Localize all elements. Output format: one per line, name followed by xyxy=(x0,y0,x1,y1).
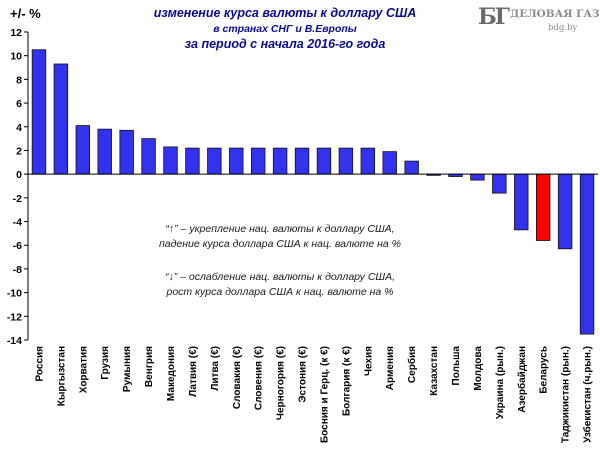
y-axis-ticks: -14 -12 -10 -8 -6 -4 -2 0 2 4 6 8 10 12 xyxy=(7,27,28,347)
y-tick-label: -10 xyxy=(7,288,22,300)
bar-3 xyxy=(75,125,91,175)
x-category-label: Молдова xyxy=(473,346,484,391)
bar-18 xyxy=(404,160,419,175)
y-tick-label: 0 xyxy=(16,169,22,181)
bar-16 xyxy=(360,147,376,175)
bar-1 xyxy=(31,49,47,175)
note-up-line-1: “↑” – укрепление нац. валюты к доллару С… xyxy=(165,223,395,235)
x-category-label: Россия xyxy=(34,346,45,382)
bar-17 xyxy=(382,151,397,175)
bar-23 xyxy=(514,173,529,231)
y-axis-unit-label: +/- % xyxy=(10,6,41,21)
y-tick-label: -2 xyxy=(13,193,22,205)
x-category-label: Хорватия xyxy=(78,346,89,393)
y-tick-label: 8 xyxy=(16,74,22,86)
x-category-label: Таджикистан (рын.) xyxy=(561,346,572,443)
y-tick-label: 6 xyxy=(16,98,22,110)
bar-15 xyxy=(338,147,354,175)
y-tick-label: -8 xyxy=(13,264,22,276)
chart-title-line-3: за период с начала 2016-го года xyxy=(184,37,386,51)
x-category-label: Болгария (к €) xyxy=(341,346,352,416)
bar-11 xyxy=(250,147,266,175)
bar-12 xyxy=(272,147,288,175)
bar-9 xyxy=(207,147,222,175)
bar-25 xyxy=(557,173,573,250)
x-category-label: Чехия xyxy=(363,346,374,376)
y-tick-label: -14 xyxy=(7,335,22,347)
note-up-line-2: падение курса доллара США к нац. валюте … xyxy=(158,238,402,250)
bar-10 xyxy=(229,147,244,175)
bar-14 xyxy=(316,147,332,175)
x-category-label: Грузия xyxy=(100,346,111,380)
bar-2 xyxy=(53,63,69,175)
y-tick-label: -6 xyxy=(13,240,22,252)
y-tick-label: -4 xyxy=(13,217,22,229)
x-category-label: Босния и Герц. (к €) xyxy=(319,346,330,443)
chart-title-line-2: в странах СНГ и В.Европы xyxy=(213,23,357,35)
x-category-label: Беларусь xyxy=(539,346,550,394)
x-category-label: Азербайджан xyxy=(516,346,528,413)
logo-name: ДЕЛОВАЯ ГАЗЕТА xyxy=(510,8,600,20)
x-category-label: Украина (рын.) xyxy=(495,346,506,419)
x-category-label: Латвия (€) xyxy=(188,346,199,397)
x-category-label: Литва (€) xyxy=(210,346,221,391)
x-category-label: Македония xyxy=(166,346,177,401)
y-tick-label: 10 xyxy=(10,51,22,63)
y-tick-label: 2 xyxy=(16,145,22,157)
bar-24 xyxy=(535,173,551,241)
x-category-label: Эстония (€) xyxy=(298,346,309,403)
bar-13 xyxy=(294,147,310,175)
bar-6 xyxy=(141,138,156,175)
note-down-line-2: рост курса доллара США к нац. валюте на … xyxy=(166,286,394,298)
bar-26 xyxy=(579,173,595,335)
chart-title-line-1: изменение курса валюты к доллару США xyxy=(153,6,417,20)
y-tick-label: -12 xyxy=(7,311,22,323)
x-category-label: Словакия (€) xyxy=(232,346,243,409)
x-category-label: Сербия xyxy=(406,346,418,383)
legend-note-weakening: “↓” – ослабление нац. валюты к доллару С… xyxy=(130,270,430,300)
bar-21 xyxy=(470,173,485,181)
y-tick-label: 12 xyxy=(10,27,22,39)
x-category-label: Румыния xyxy=(122,346,133,392)
x-category-label: Кыргызстан xyxy=(56,346,67,406)
bar-4 xyxy=(97,128,112,175)
bar-22 xyxy=(492,173,507,194)
x-category-label: Армения xyxy=(385,346,396,390)
x-category-label: Венгрия xyxy=(144,346,155,387)
x-category-label: Польша xyxy=(451,346,462,386)
bar-7 xyxy=(163,146,178,175)
note-down-line-1: “↓” – ослабление нац. валюты к доллару С… xyxy=(164,271,395,283)
logo-mark: БГ xyxy=(478,4,510,30)
bar-5 xyxy=(119,129,134,175)
publisher-logo: БГ ДЕЛОВАЯ ГАЗЕТА bdg.by xyxy=(478,4,600,38)
x-category-label: Словения (€) xyxy=(254,346,265,410)
x-axis-labels: Россия Кыргызстан Хорватия Грузия Румыния Вен… xyxy=(34,346,593,444)
logo-site: bdg.by xyxy=(548,23,578,33)
x-category-label: Черногория (€) xyxy=(276,346,287,420)
x-category-label: Узбекистан (ч.рын.) xyxy=(582,346,594,443)
x-category-label: Казахстан xyxy=(429,346,440,396)
bar-series xyxy=(31,49,595,335)
legend-note-strengthening: “↑” – укрепление нац. валюты к доллару С… xyxy=(130,222,430,252)
bar-8 xyxy=(185,147,200,175)
y-tick-label: 4 xyxy=(16,122,22,134)
